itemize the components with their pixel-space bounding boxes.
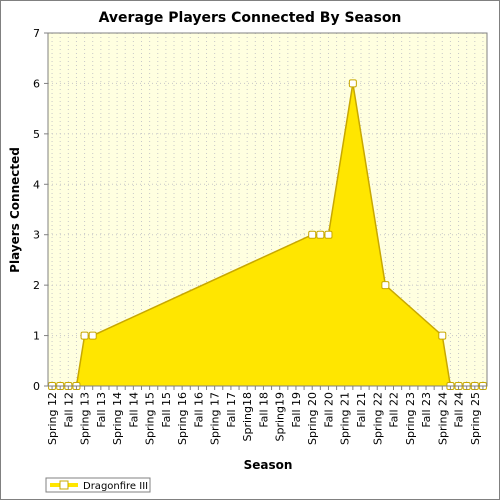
x-tick-label: Fall 12 <box>62 392 75 428</box>
x-axis-label: Season <box>244 458 293 472</box>
x-tick-label: Spring 13 <box>79 392 92 445</box>
x-tick-label: Fall 17 <box>225 392 238 428</box>
plot-border <box>47 32 488 387</box>
y-tick-label: 1 <box>33 330 40 343</box>
x-tick-label: Spring 24 <box>436 392 449 445</box>
data-point-marker <box>381 281 390 290</box>
x-tick-label: Fall 16 <box>192 392 205 428</box>
data-point-marker <box>88 331 97 340</box>
x-tick-label: Spring 22 <box>371 392 384 445</box>
y-axis-ticks: 0 1 2 3 4 5 6 7 <box>33 27 48 393</box>
x-tick-label: Fall 18 <box>257 392 270 428</box>
legend-marker-icon <box>59 480 69 490</box>
data-point-marker <box>324 230 333 239</box>
x-tick-label: Fall 19 <box>290 392 303 428</box>
x-tick-label: Fall 23 <box>420 392 433 428</box>
y-tick-label: 6 <box>33 77 40 90</box>
x-tick-label: Fall 21 <box>355 392 368 428</box>
x-tick-label: Spring 14 <box>111 392 124 445</box>
x-tick-label: Fall 13 <box>95 392 108 428</box>
y-tick-label: 7 <box>33 27 40 40</box>
grid-layer <box>48 33 487 386</box>
legend: Dragonfire III <box>45 477 151 493</box>
x-tick-label: Spring 23 <box>404 392 417 445</box>
y-tick-label: 2 <box>33 279 40 292</box>
legend-label-dragonfire: Dragonfire III <box>83 481 148 492</box>
x-tick-label: Spring19 <box>274 392 287 442</box>
x-tick-label: Fall 22 <box>388 392 401 428</box>
x-axis-ticks: Spring 12 Fall 12 Spring 13 Fall 13 Spring 1… <box>46 386 484 445</box>
x-tick-label: Spring 20 <box>306 392 319 445</box>
x-tick-label: Fall 24 <box>453 392 466 428</box>
series-area-dragonfire <box>52 83 483 386</box>
data-point-marker <box>308 230 317 239</box>
x-tick-label: Fall 20 <box>322 392 335 428</box>
x-tick-label: Spring 15 <box>144 392 157 445</box>
y-tick-label: 3 <box>33 229 40 242</box>
y-tick-label: 4 <box>33 178 40 191</box>
y-tick-label: 5 <box>33 128 40 141</box>
x-tick-label: Fall 14 <box>127 392 140 428</box>
y-tick-label: 0 <box>33 380 40 393</box>
x-tick-label: Spring 12 <box>46 392 59 445</box>
x-tick-label: Spring 25 <box>469 392 482 445</box>
legend-box <box>45 477 151 493</box>
x-tick-label: Fall 15 <box>160 392 173 428</box>
data-point-marker <box>438 331 447 340</box>
x-tick-label: Spring 16 <box>176 392 189 445</box>
data-point-marker <box>80 331 89 340</box>
x-tick-label: Spring 17 <box>209 392 222 445</box>
x-tick-label: Spring18 <box>241 392 254 442</box>
data-point-marker <box>316 230 325 239</box>
data-point-marker <box>348 79 357 88</box>
y-axis-label: Players Connected <box>8 147 22 273</box>
x-tick-label: Spring 21 <box>339 392 352 445</box>
chart-title: Average Players Connected By Season <box>99 10 402 26</box>
